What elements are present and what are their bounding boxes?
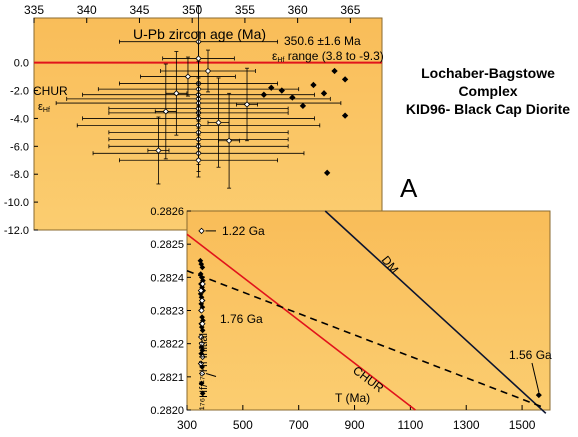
leader-1-56-ga	[531, 362, 540, 393]
epsilon-x-tick-label: 355	[235, 3, 255, 17]
hf-evolution-y-ticks: 0.2820 0.2821 0.2822 0.2823 0.2824 0.2825 0.28…	[150, 206, 191, 417]
age-axis-label: U-Pb zircon age (Ma)	[133, 26, 266, 42]
epsilon-hf-points	[55, 5, 349, 189]
hf-open-point	[199, 353, 206, 361]
epsilon-filled-point	[289, 94, 296, 101]
hf-x-tick-label: 300	[177, 418, 197, 432]
epsilon-hf-x-ticks: 335 340 345 350 355 360 365	[24, 3, 361, 23]
epsilon-open-point	[162, 108, 169, 115]
epsilon-y-label-symbol: ε	[38, 101, 43, 113]
epsilon-range-subscript: Hf	[277, 57, 284, 64]
hf-open-point	[197, 287, 205, 294]
hf-x-tick-label: 1300	[453, 418, 480, 432]
epsilon-filled-point	[278, 87, 285, 94]
dm-line	[324, 210, 547, 414]
epsilon-range-symbol: ε	[272, 49, 278, 63]
hf-open-point	[198, 370, 206, 377]
hf-evolution-chart: 300 500 700 900 1100 1300 1500 0.28200.28210.2…	[150, 206, 552, 432]
hf-open-point	[199, 320, 206, 327]
hf-y-tick-label: 0.2822	[150, 339, 184, 351]
hf-x-tick-label: 700	[289, 418, 309, 432]
epsilon-x-tick-label: 365	[340, 3, 360, 17]
epsilon-filled-point	[299, 102, 307, 110]
epsilon-open-point	[155, 147, 162, 154]
time-axis-label: T (Ma)	[335, 391, 370, 405]
hf-open-point	[198, 340, 205, 347]
hf-y-tick-label: 0.2825	[150, 239, 184, 251]
hf-x-tick-label: 1500	[509, 418, 536, 432]
epsilon-range-text: range (3.8 to -9.3)	[284, 49, 383, 63]
hf-y-tick-label: 0.2823	[150, 306, 184, 318]
epsilon-y-tick-label: -12.0	[4, 225, 29, 237]
hf-y-tick-label: 0.2826	[150, 206, 184, 218]
hf-ratio-axis-label: ¹⁷⁶Hf/¹⁷⁷Hf initial	[198, 333, 210, 410]
epsilon-range-label: εHf range (3.8 to -9.3)	[272, 49, 384, 64]
hf-open-point	[198, 307, 205, 314]
epsilon-open-point	[173, 90, 180, 97]
hf-initial-points	[197, 227, 542, 399]
epsilon-filled-point	[320, 90, 328, 97]
epsilon-x-tick-label: 350	[182, 3, 202, 17]
hf-filled-point	[199, 327, 206, 334]
epsilon-chur-label: CHUR	[33, 84, 68, 98]
label-1-22-ga: 1.22 Ga	[222, 224, 265, 238]
label-1-56-ga: 1.56 Ga	[509, 348, 552, 362]
epsilon-open-point	[225, 137, 233, 144]
age-value-label: 350.6 ±1.6 Ma	[284, 34, 361, 48]
hf-open-point	[198, 333, 205, 341]
epsilon-x-tick-label: 360	[288, 3, 308, 17]
epsilon-y-label-subscript: Hf	[43, 107, 50, 114]
epsilon-filled-point	[323, 169, 331, 176]
epsilon-filled-point	[341, 112, 349, 119]
epsilon-hf-y-label: εHf	[38, 101, 50, 114]
title-line-2: Complex	[458, 83, 518, 99]
leader-1-76-ga	[205, 373, 217, 377]
hf-filled-point	[199, 390, 206, 397]
epsilon-hf-y-ticks: 0.0 -2.0 -4.0 -6.0 -8.0 -10.0 -12.0	[4, 58, 38, 237]
epsilon-y-tick-label: -8.0	[10, 169, 29, 181]
chur-evolution-line	[186, 233, 416, 411]
epsilon-open-point	[204, 67, 212, 75]
hf-endpoint-marker	[535, 392, 542, 399]
epsilon-open-point	[195, 157, 202, 164]
label-1-76-ga: 1.76 Ga	[220, 312, 263, 326]
epsilon-filled-point	[331, 67, 338, 75]
epsilon-y-tick-label: -2.0	[10, 86, 29, 98]
epsilon-y-tick-label: -10.0	[4, 197, 29, 209]
epsilon-filled-point	[341, 76, 349, 83]
title-line-3: KID96- Black Cap Diorite	[405, 101, 571, 117]
hf-x-tick-label: 1100	[397, 418, 423, 432]
hf-y-tick-label: 0.2820	[150, 405, 184, 417]
epsilon-x-tick-label: 335	[24, 3, 44, 17]
hf-y-tick-label: 0.2824	[150, 272, 184, 284]
epsilon-hf-chart: 335 340 345 350 355 360 365 0.0 -2.0 -4.0 -6.0 -8.…	[4, 3, 384, 237]
hf-evolution-plot-area	[186, 210, 551, 411]
figure-title: Lochaber-Bagstowe Complex KID96- Black C…	[398, 64, 578, 118]
epsilon-open-point	[215, 119, 222, 126]
hf-x-tick-label: 900	[345, 418, 365, 432]
epsilon-y-tick-label: 0.0	[14, 58, 29, 70]
hf-open-point	[198, 227, 205, 235]
epsilon-y-tick-label: -4.0	[10, 113, 29, 125]
hf-filled-point	[198, 380, 205, 387]
epsilon-x-tick-label: 340	[77, 3, 97, 17]
hf-y-tick-label: 0.2821	[150, 372, 184, 384]
epsilon-x-tick-label: 345	[129, 3, 149, 17]
epsilon-filled-point	[260, 91, 268, 98]
panel-letter: A	[400, 173, 418, 203]
hf-open-point	[197, 360, 205, 367]
hf-open-point	[198, 297, 206, 304]
epsilon-filled-point	[268, 84, 275, 91]
epsilon-open-point	[184, 73, 192, 80]
hf-evolution-x-ticks: 300 500 700 900 1100 1300 1500	[177, 405, 536, 432]
epsilon-y-tick-label: -6.0	[10, 141, 29, 153]
epsilon-filled-point	[310, 81, 317, 89]
crustal-evolution-line	[186, 269, 542, 408]
title-line-1: Lochaber-Bagstowe	[421, 65, 555, 81]
hf-filled-point	[199, 264, 206, 271]
epsilon-open-point	[243, 101, 251, 108]
hf-open-point	[199, 280, 206, 288]
hf-x-tick-label: 500	[233, 418, 253, 432]
